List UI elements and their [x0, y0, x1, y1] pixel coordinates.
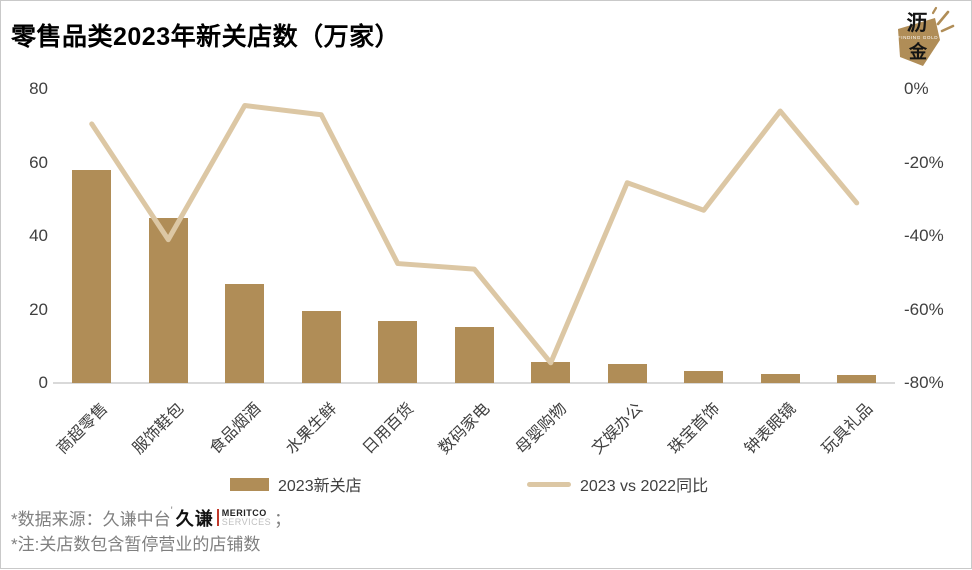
category-label: 玩具礼品 [818, 400, 877, 458]
category-label: 文娱办公 [589, 400, 647, 458]
bar-日用百货 [378, 320, 418, 383]
logo-gold-shape [898, 18, 940, 66]
bar-珠宝首饰 [684, 370, 724, 383]
category-label: 珠宝首饰 [665, 400, 724, 458]
meritco-divider [216, 509, 219, 526]
right-axis-tick: -60% [904, 299, 944, 319]
bar-文娱办公 [607, 363, 647, 383]
bar-母婴购物 [531, 362, 571, 383]
left-axis-tick: 40 [29, 226, 48, 245]
logo-char-top: 沥 [907, 12, 928, 35]
finding-gold-logo: 沥 FINDING GOLD 金 [898, 6, 955, 66]
left-axis-tick: 20 [29, 299, 48, 319]
footnote-note: *注:关店数包含暂停营业的店铺数 [11, 535, 261, 554]
footnote-source-suffix: ； [274, 510, 292, 529]
x-axis-line [53, 382, 895, 384]
meritco-en-top: MERITCO [221, 507, 267, 518]
bar-玩具礼品 [837, 374, 877, 383]
meritco-logo: 久谦 MERITCO SERVICES [176, 505, 271, 531]
category-label: 食品烟酒 [206, 400, 265, 458]
left-axis-tick: 0 [38, 373, 48, 392]
left-axis-tick: 80 [29, 79, 48, 98]
chart-title: 零售品类2023年新关店数（万家） [11, 23, 401, 51]
logo-speed-line-icon [936, 10, 950, 26]
category-label: 水果生鲜 [283, 400, 341, 458]
logo-speed-line-icon [931, 6, 938, 15]
footnote-source: *数据来源：久谦中台 ' 久谦 MERITCO SERVICES ； [11, 504, 291, 531]
logo-char-bottom: 金 [908, 41, 928, 62]
logo-speed-line-icon [940, 24, 955, 33]
category-label: 服饰鞋包 [130, 400, 188, 458]
category-label: 钟表眼镜 [742, 400, 800, 458]
bar-商超零售 [72, 169, 112, 383]
right-axis-tick: -40% [904, 226, 944, 245]
meritco-cn: 久谦 [175, 508, 214, 529]
right-axis-tick: 0% [904, 79, 929, 98]
bar-食品烟酒 [225, 283, 265, 383]
right-axis-tick: -80% [904, 373, 944, 392]
category-label: 日用百货 [359, 400, 418, 458]
left-axis-tick: 60 [29, 152, 48, 172]
meritco-en-bottom: SERVICES [221, 516, 272, 527]
logo-subtitle: FINDING GOLD [898, 35, 938, 40]
footnote-source-text: *数据来源：久谦中台 [11, 510, 171, 529]
bar-水果生鲜 [301, 311, 341, 383]
right-axis-tick: -20% [904, 152, 944, 172]
bar-服饰鞋包 [148, 217, 188, 383]
category-label: 母婴购物 [512, 400, 571, 458]
bar-钟表眼镜 [760, 373, 800, 383]
category-label: 数码家电 [436, 400, 494, 458]
footnote-source-mark: ' [170, 505, 173, 517]
footnotes: *数据来源：久谦中台 ' 久谦 MERITCO SERVICES ； *注:关店… [11, 504, 291, 558]
bar-数码家电 [454, 326, 494, 383]
meritco-en: MERITCO SERVICES [221, 507, 272, 527]
category-label: 商超零售 [53, 400, 112, 458]
